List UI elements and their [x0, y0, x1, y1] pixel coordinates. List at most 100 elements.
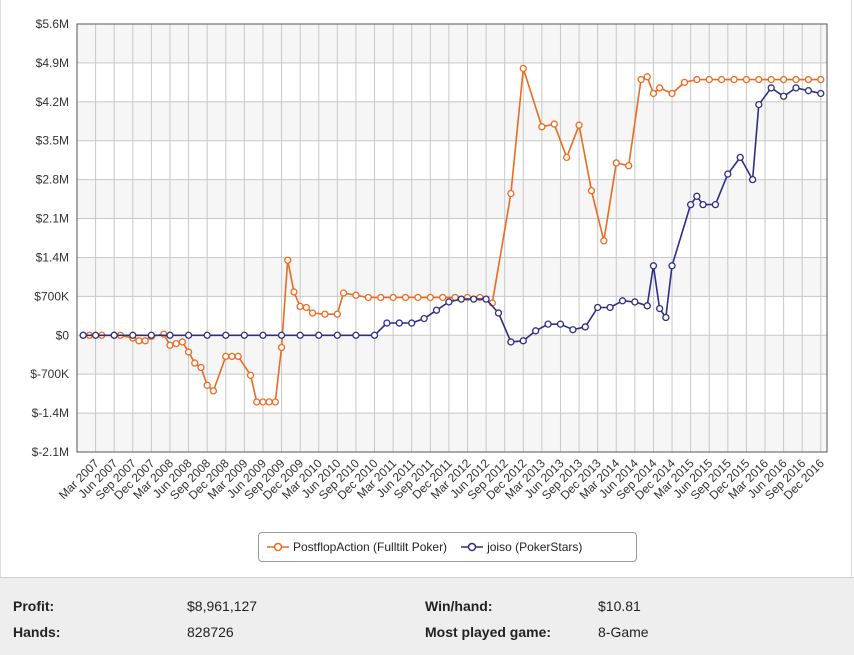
plot-band: [77, 179, 827, 219]
y-tick-label: $0: [56, 328, 70, 342]
series-1-point: [705, 75, 713, 84]
series-1-point: [172, 339, 180, 348]
series-1-point: [290, 288, 298, 296]
series-1-point: [228, 352, 236, 361]
series-2-point: [655, 304, 664, 313]
profit-label: Profit:: [13, 598, 55, 614]
series-1-point: [439, 293, 447, 302]
series-1-point: [717, 75, 726, 84]
series-2-point: [699, 200, 707, 209]
series-2-point: [736, 153, 744, 162]
series-1-point: [730, 75, 738, 84]
series-2-point: [203, 331, 211, 339]
series-1-point: [637, 75, 645, 84]
series-1-point: [817, 75, 825, 84]
series-2-point: [470, 295, 478, 303]
series-1-point: [178, 338, 187, 346]
series-2-point: [711, 200, 720, 209]
series-1-point: [742, 75, 751, 84]
plot-border: [76, 23, 828, 453]
legend-marker-orange-icon: [267, 542, 289, 552]
series-2-point: [222, 331, 230, 339]
series-1-point: [352, 291, 360, 299]
series-1-point: [308, 309, 317, 317]
series-2-point: [686, 200, 695, 209]
series-2-point: [748, 175, 757, 184]
series-1-point: [755, 75, 763, 84]
series-2-point: [352, 331, 360, 339]
series-1-point: [160, 330, 168, 338]
legend-item-series-2[interactable]: joiso (PokerStars): [461, 540, 582, 554]
series-1-point: [284, 256, 292, 264]
y-tick-label: $700K: [34, 289, 69, 303]
series-2-point: [370, 331, 379, 339]
series-1-point: [191, 359, 199, 367]
series-1-point: [265, 398, 273, 406]
series-2-point: [408, 319, 416, 327]
series-2-point: [643, 302, 651, 310]
series-1-point: [364, 293, 372, 302]
series-1-point: [587, 187, 596, 195]
y-tick-label: $1.4M: [36, 250, 69, 264]
series-2-point: [457, 295, 465, 303]
plot-band: [77, 24, 827, 63]
series-1-point: [222, 352, 230, 361]
y-tick-label: $-1.4M: [32, 406, 69, 420]
series-2-point: [532, 327, 540, 335]
series-2-point: [333, 331, 341, 339]
series-2-point: [395, 319, 403, 327]
legend-label-series-1: PostflopAction (Fulltilt Poker): [293, 540, 448, 554]
series-1-point: [333, 310, 341, 318]
series-2-point: [792, 84, 800, 92]
series-1-point: [655, 84, 664, 92]
series-1-point: [135, 337, 143, 345]
legend-item-series-1[interactable]: PostflopAction (Fulltilt Poker): [267, 540, 447, 554]
series-2-point: [594, 303, 602, 312]
win-per-hand-value: $10.81: [598, 598, 641, 614]
series-1-point: [792, 75, 800, 84]
series-2-point: [668, 262, 676, 270]
series-2-point: [129, 331, 137, 339]
series-2-point: [507, 338, 515, 346]
series-1-point: [296, 302, 304, 311]
series-1-point: [414, 293, 422, 302]
series-1-point: [197, 363, 205, 372]
legend-label-series-2: joiso (PokerStars): [487, 540, 583, 554]
plot-band: [77, 101, 827, 141]
series-1-point: [804, 75, 813, 84]
series-2-point: [631, 298, 639, 306]
series-2-point: [315, 331, 323, 339]
series-2-point: [445, 298, 453, 306]
y-tick-label: $4.9M: [36, 56, 69, 70]
series-1-point: [680, 78, 689, 87]
series-1-point: [377, 293, 385, 302]
y-tick-label: $4.2M: [36, 95, 69, 109]
hands-value: 828726: [187, 624, 234, 640]
hands-label: Hands:: [13, 624, 61, 640]
series-2-point: [618, 297, 627, 305]
series-2-point: [240, 331, 249, 339]
series-2-point: [277, 331, 286, 339]
series-1-point: [600, 237, 608, 245]
series-2-point: [606, 303, 614, 312]
plot-band: [77, 413, 827, 452]
series-1-point: [693, 75, 701, 84]
series-2-point: [804, 87, 813, 95]
profit-chart: $5.6M $4.9M $4.2M $3.5M $2.8M $2.1M $1.4M $700K…: [30, 17, 828, 502]
y-tick-label: $2.8M: [36, 173, 69, 187]
series-2-point: [779, 92, 788, 100]
series-2-point: [110, 331, 118, 339]
series-1-point: [519, 64, 527, 73]
chart-frame: $5.6M $4.9M $4.2M $3.5M $2.8M $2.1M $1.4M $700K…: [0, 0, 852, 577]
series-1-point: [426, 293, 434, 302]
win-per-hand-label: Win/hand:: [425, 598, 493, 614]
series-2-point: [383, 319, 391, 327]
series-2-point: [662, 313, 670, 322]
series-2-point: [91, 331, 100, 339]
series-2-point: [755, 100, 763, 109]
series-1-point: [234, 352, 242, 361]
series-1-point: [643, 73, 651, 81]
series-1-point: [271, 398, 279, 406]
series-1-point: [253, 398, 261, 406]
series-2-point: [420, 314, 428, 323]
